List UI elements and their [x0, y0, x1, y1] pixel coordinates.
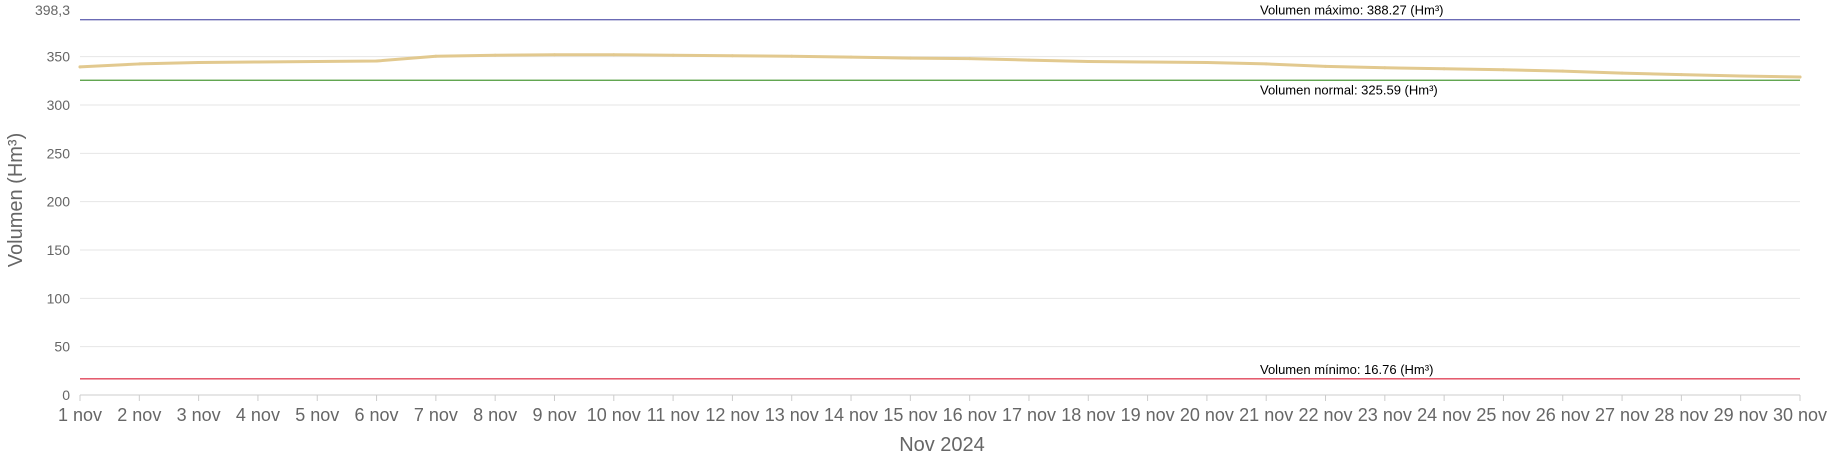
- data-point-30: [1798, 75, 1802, 79]
- normal-volume-line-label: Volumen normal: 325.59 (Hm³): [1260, 82, 1438, 97]
- x-tick-label: 2 nov: [117, 405, 161, 425]
- y-tick-label: 350: [47, 49, 71, 65]
- x-tick-label: 13 nov: [765, 405, 819, 425]
- x-tick-label: 12 nov: [705, 405, 759, 425]
- data-point-5: [315, 60, 319, 64]
- x-tick-label: 9 nov: [532, 405, 576, 425]
- y-tick-label: 150: [47, 242, 71, 258]
- x-tick-label: 26 nov: [1536, 405, 1590, 425]
- y-tick-label: 200: [47, 194, 71, 210]
- data-point-3: [197, 60, 201, 64]
- reference-lines: Volumen máximo: 388.27 (Hm³) Volumen norm…: [80, 3, 1800, 380]
- x-tick-label: 1 nov: [58, 405, 102, 425]
- y-tick-label: 250: [47, 145, 71, 161]
- min-volume-line-label: Volumen mínimo: 16.76 (Hm³): [1260, 362, 1433, 377]
- series-line: [78, 53, 1802, 79]
- x-tick-label: 8 nov: [473, 405, 517, 425]
- data-point-27: [1620, 71, 1624, 75]
- x-tick-label: 21 nov: [1239, 405, 1293, 425]
- y-axis-title: Volumen (Hm³): [5, 133, 27, 267]
- x-tick-label: 28 nov: [1654, 405, 1708, 425]
- data-point-23: [1383, 66, 1387, 70]
- x-tick-label: 20 nov: [1180, 405, 1234, 425]
- x-tick-label: 30 nov: [1773, 405, 1827, 425]
- data-point-2: [137, 62, 141, 66]
- data-point-1: [78, 65, 82, 69]
- data-point-26: [1561, 69, 1565, 73]
- x-tick-label: 5 nov: [295, 405, 339, 425]
- x-tick-label: 29 nov: [1714, 405, 1768, 425]
- x-tick-label: 18 nov: [1061, 405, 1115, 425]
- data-point-14: [849, 55, 853, 59]
- y-tick-label: 300: [47, 97, 71, 113]
- x-tick-label: 14 nov: [824, 405, 878, 425]
- x-tick-label: 23 nov: [1358, 405, 1412, 425]
- data-point-8: [493, 53, 497, 57]
- x-tick-label: 4 nov: [236, 405, 280, 425]
- data-point-4: [256, 60, 260, 64]
- data-point-13: [790, 54, 794, 58]
- x-tick-label: 27 nov: [1595, 405, 1649, 425]
- data-point-22: [1324, 64, 1328, 68]
- x-tick-label: 10 nov: [587, 405, 641, 425]
- x-tick-label: 17 nov: [1002, 405, 1056, 425]
- y-axis-ticks: 0 50 100 150 200 250 300 350 398,3: [35, 2, 70, 403]
- x-tick-label: 15 nov: [883, 405, 937, 425]
- data-point-10: [612, 53, 616, 57]
- data-point-15: [908, 56, 912, 60]
- x-tick-label: 11 nov: [647, 405, 700, 425]
- data-point-19: [1146, 60, 1150, 64]
- data-point-24: [1442, 67, 1446, 71]
- data-point-11: [671, 53, 675, 57]
- x-tick-label: 7 nov: [414, 405, 458, 425]
- x-axis-ticks: 1 nov 2 nov 3 nov 4 nov 5 nov 6 nov 7 nov 8 nov…: [58, 395, 1827, 425]
- data-point-9: [552, 53, 556, 57]
- data-point-17: [1027, 58, 1031, 62]
- y-tick-label: 50: [54, 339, 70, 355]
- data-point-16: [968, 57, 972, 61]
- x-tick-label: 19 nov: [1121, 405, 1175, 425]
- y-tick-label: 0: [62, 387, 70, 403]
- data-point-28: [1679, 73, 1683, 77]
- data-point-21: [1264, 62, 1268, 66]
- x-tick-label: 22 nov: [1298, 405, 1352, 425]
- x-tick-label: 16 nov: [943, 405, 997, 425]
- data-point-20: [1205, 60, 1209, 64]
- x-tick-label: 24 nov: [1417, 405, 1471, 425]
- data-point-12: [730, 54, 734, 58]
- series-layer: [78, 53, 1802, 79]
- x-axis-title: Nov 2024: [899, 434, 985, 456]
- x-tick-label: 3 nov: [177, 405, 221, 425]
- max-volume-line-label: Volumen máximo: 388.27 (Hm³): [1260, 3, 1444, 18]
- x-tick-label: 6 nov: [355, 405, 399, 425]
- data-point-7: [434, 54, 438, 58]
- grid: [80, 56, 1800, 396]
- data-point-25: [1501, 68, 1505, 72]
- x-tick-label: 25 nov: [1476, 405, 1530, 425]
- data-point-29: [1739, 74, 1743, 78]
- y-tick-label-max: 398,3: [35, 2, 70, 18]
- y-tick-label: 100: [47, 290, 71, 306]
- data-point-6: [375, 59, 379, 63]
- data-point-18: [1086, 60, 1090, 64]
